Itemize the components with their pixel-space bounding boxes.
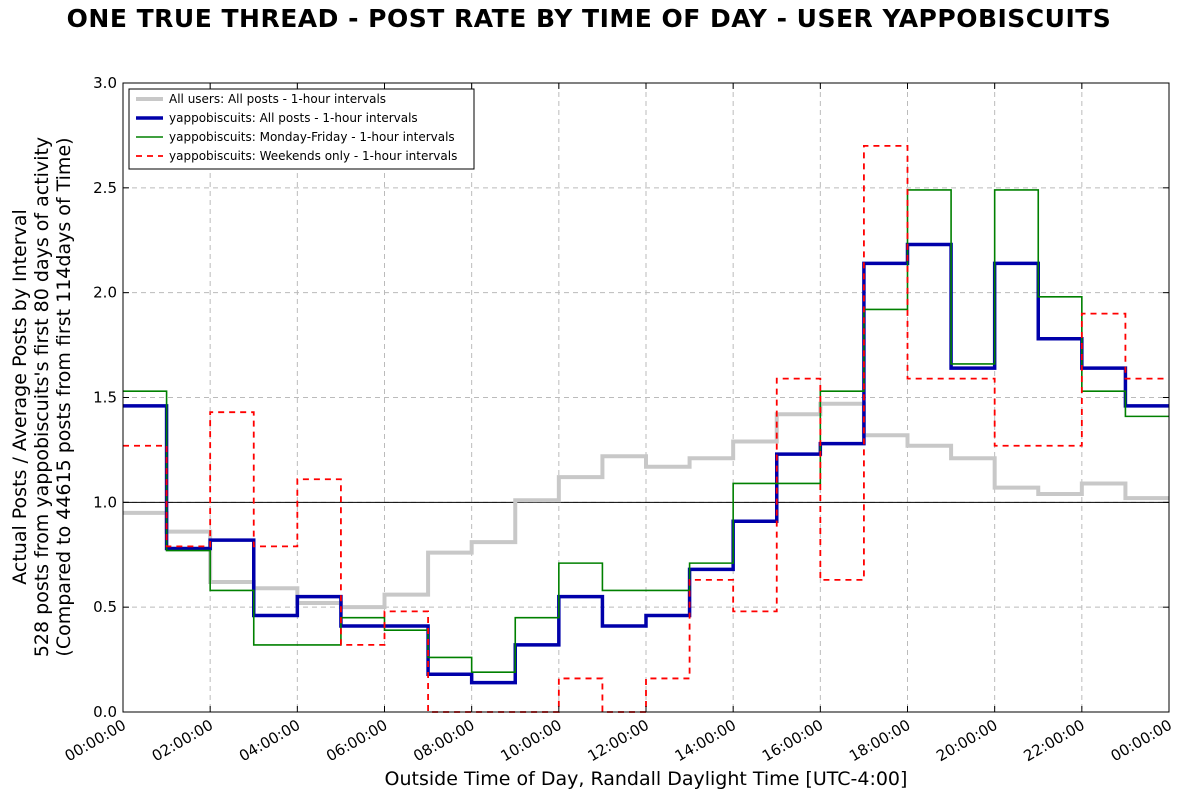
chart-title: ONE TRUE THREAD - POST RATE BY TIME OF D…: [66, 4, 1112, 33]
y-tick-label: 3.0: [93, 74, 117, 92]
series-layer: [123, 145, 1169, 713]
legend-label-4: yappobiscuits: Weekends only - 1-hour in…: [169, 149, 457, 163]
y-tick-label: 0.0: [93, 703, 117, 721]
x-tick-label: 02:00:00: [149, 716, 216, 765]
legend-label-1: All users: All posts - 1-hour intervals: [169, 92, 386, 106]
legend: All users: All posts - 1-hour intervals y…: [128, 88, 475, 170]
y-tick-label: 2.5: [93, 179, 117, 197]
x-tick-label: 04:00:00: [236, 716, 303, 765]
y-axis-label-line-3: (Compared to 44615 posts from first 114d…: [53, 137, 75, 657]
legend-label-3: yappobiscuits: Monday-Friday - 1-hour in…: [169, 130, 455, 144]
y-tick-label: 2.0: [93, 284, 117, 302]
y-axis-ticks: 0.0 0.5 1.0 1.5 2.0 2.5 3.0: [93, 74, 1169, 721]
x-tick-label: 00:00:00: [62, 716, 129, 765]
y-tick-label: 1.5: [93, 389, 117, 407]
legend-label-2: yappobiscuits: All posts - 1-hour interv…: [169, 111, 418, 125]
series-line-4: [123, 145, 1169, 713]
y-tick-label: 1.0: [93, 493, 117, 511]
legend-box: [128, 88, 475, 170]
y-axis-label-line-2: 528 posts from yappobiscuits's first 80 …: [31, 136, 53, 658]
x-tick-label: 20:00:00: [933, 716, 1000, 765]
x-tick-label: 10:00:00: [497, 716, 564, 765]
x-tick-label: 08:00:00: [410, 716, 477, 765]
y-axis-label-line-1: Actual Posts / Average Posts by Interval: [9, 209, 31, 585]
x-tick-label: 16:00:00: [759, 716, 826, 765]
x-tick-label: 22:00:00: [1020, 716, 1087, 765]
series-line-3: [123, 189, 1169, 673]
y-tick-label: 0.5: [93, 598, 117, 616]
x-tick-label: 12:00:00: [585, 716, 652, 765]
x-axis-ticks: 00:00:00 02:00:00 04:00:00 06:00:00 08:00:00…: [62, 83, 1175, 765]
x-tick-label: 06:00:00: [323, 716, 390, 765]
x-axis-label: Outside Time of Day, Randall Daylight Ti…: [384, 768, 908, 790]
x-tick-label: 00:00:00: [1108, 716, 1175, 765]
x-tick-label: 18:00:00: [846, 716, 913, 765]
x-tick-label: 14:00:00: [672, 716, 739, 765]
